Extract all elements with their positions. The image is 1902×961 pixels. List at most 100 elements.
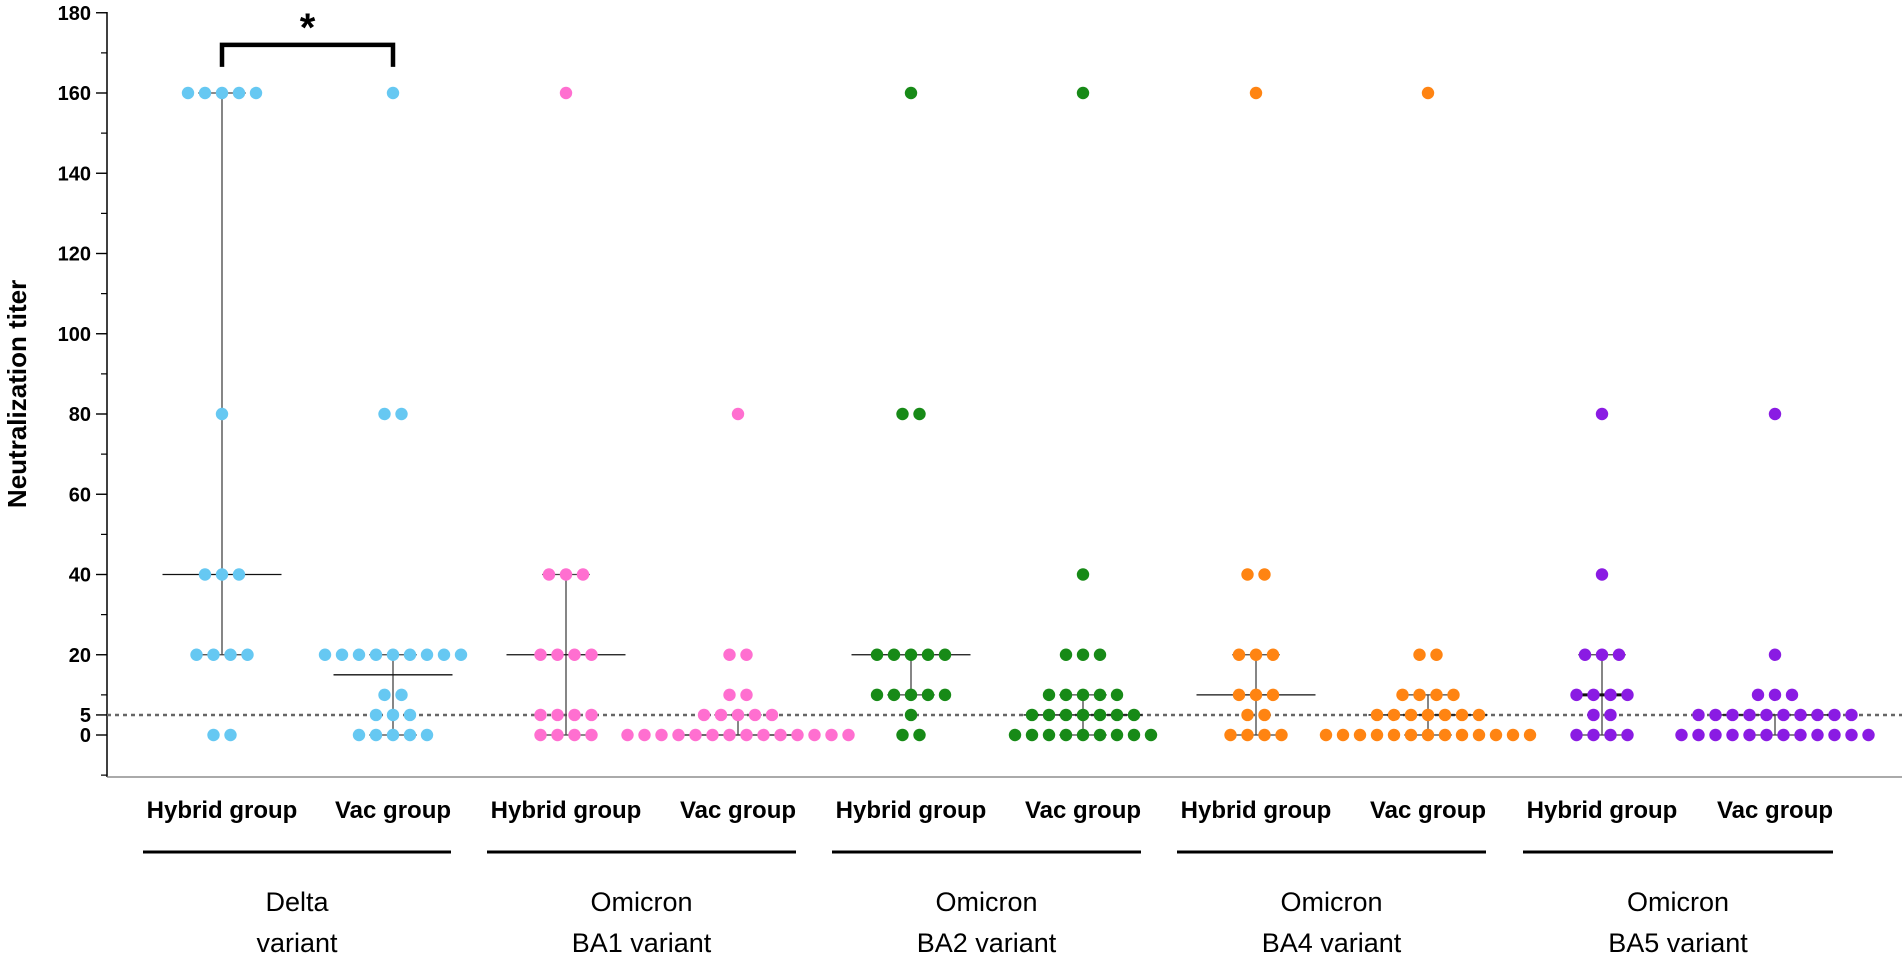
data-point <box>181 86 195 100</box>
data-point <box>1110 708 1124 722</box>
data-point <box>585 728 598 742</box>
data-point <box>1319 728 1333 742</box>
data-point <box>437 648 451 661</box>
data-point <box>1726 728 1739 742</box>
data-point <box>1093 708 1107 722</box>
data-point <box>1447 688 1460 702</box>
data-point <box>921 688 935 702</box>
data-point <box>551 728 564 742</box>
data-point <box>791 728 804 742</box>
data-point <box>1258 568 1271 581</box>
data-point <box>1076 86 1090 100</box>
data-point <box>1093 648 1107 661</box>
data-point <box>420 648 434 661</box>
data-point <box>1595 568 1609 581</box>
data-point <box>1093 688 1107 702</box>
data-point <box>723 728 736 742</box>
data-point <box>1258 708 1271 722</box>
data-point <box>913 728 926 742</box>
data-point <box>896 728 909 742</box>
data-point <box>1811 708 1824 722</box>
data-point <box>1587 728 1600 742</box>
data-point <box>395 407 408 421</box>
data-point <box>1785 688 1799 702</box>
data-point <box>904 688 918 702</box>
y-tick-label: 5 <box>80 705 91 727</box>
data-point <box>1595 648 1609 661</box>
data-point <box>454 648 468 661</box>
data-point <box>1675 728 1688 742</box>
data-point <box>1025 708 1039 722</box>
data-point <box>1828 728 1841 742</box>
data-point <box>740 728 753 742</box>
data-point <box>1472 728 1486 742</box>
data-point <box>1421 86 1435 100</box>
data-point <box>1249 688 1263 702</box>
y-tick-label: 80 <box>69 404 91 426</box>
data-point <box>1612 648 1626 661</box>
data-point <box>1777 728 1790 742</box>
data-point <box>1621 728 1634 742</box>
data-point <box>1387 728 1401 742</box>
data-point <box>403 728 417 742</box>
y-tick-label: 0 <box>80 725 91 747</box>
data-point <box>403 648 417 661</box>
data-point <box>808 728 821 742</box>
data-point <box>1353 728 1367 742</box>
data-point <box>568 648 581 661</box>
y-tick-label: 140 <box>58 163 91 185</box>
data-point <box>198 568 212 581</box>
data-point <box>1438 708 1452 722</box>
data-point <box>1224 728 1237 742</box>
data-point <box>1760 708 1773 722</box>
data-point <box>420 728 434 742</box>
data-point <box>378 407 391 421</box>
data-point <box>1059 728 1073 742</box>
data-point <box>1523 728 1537 742</box>
y-axis-title: Neutralization titer <box>2 280 32 508</box>
x-group-label: Hybrid group <box>1181 797 1332 824</box>
data-point <box>1692 708 1705 722</box>
data-point <box>1241 568 1254 581</box>
data-point <box>1777 708 1790 722</box>
data-point <box>1692 728 1705 742</box>
data-point <box>551 708 564 722</box>
data-point <box>1768 648 1782 661</box>
variant-label-line2: BA2 variant <box>917 928 1057 958</box>
data-point <box>672 728 685 742</box>
data-point <box>568 728 581 742</box>
variant-label-line2: BA4 variant <box>1262 928 1402 958</box>
data-point <box>378 688 391 702</box>
data-point <box>352 648 366 661</box>
y-tick-label: 60 <box>69 484 91 506</box>
data-point <box>1249 86 1263 100</box>
data-point <box>1489 728 1503 742</box>
axis-layer <box>96 12 1902 778</box>
data-point <box>842 728 855 742</box>
data-point <box>190 648 203 661</box>
data-point <box>1726 708 1739 722</box>
data-point <box>921 648 935 661</box>
data-point <box>896 407 909 421</box>
data-point <box>1370 728 1384 742</box>
data-point <box>1421 728 1435 742</box>
data-point <box>241 648 254 661</box>
data-point <box>1241 708 1254 722</box>
data-point <box>1438 728 1452 742</box>
data-point <box>1604 708 1617 722</box>
data-point <box>534 728 547 742</box>
variant-label-line2: BA1 variant <box>572 928 712 958</box>
data-point <box>369 728 383 742</box>
data-point <box>198 86 212 100</box>
data-point <box>731 407 745 421</box>
data-point <box>585 648 598 661</box>
variant-label-line2: BA5 variant <box>1608 928 1748 958</box>
data-point <box>913 407 926 421</box>
data-point <box>1275 728 1288 742</box>
data-point <box>1845 708 1858 722</box>
data-point <box>870 648 884 661</box>
data-point <box>249 86 263 100</box>
significance-bracket <box>219 42 396 67</box>
data-point <box>215 407 229 421</box>
